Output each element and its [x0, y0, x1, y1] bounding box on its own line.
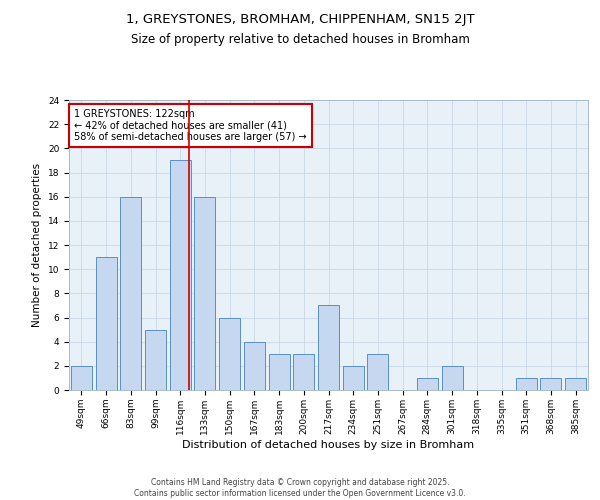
Bar [442, 366, 463, 390]
Bar [367, 354, 388, 390]
Text: Contains HM Land Registry data © Crown copyright and database right 2025.
Contai: Contains HM Land Registry data © Crown c… [134, 478, 466, 498]
Bar [145, 330, 166, 390]
Bar [244, 342, 265, 390]
Bar [269, 354, 290, 390]
Bar [95, 257, 116, 390]
Bar [170, 160, 191, 390]
Bar [71, 366, 92, 390]
Bar [565, 378, 586, 390]
Bar [343, 366, 364, 390]
Bar [293, 354, 314, 390]
Bar [219, 318, 240, 390]
Bar [417, 378, 438, 390]
Bar [318, 306, 339, 390]
Text: 1, GREYSTONES, BROMHAM, CHIPPENHAM, SN15 2JT: 1, GREYSTONES, BROMHAM, CHIPPENHAM, SN15… [125, 12, 475, 26]
Bar [194, 196, 215, 390]
X-axis label: Distribution of detached houses by size in Bromham: Distribution of detached houses by size … [182, 440, 475, 450]
Bar [541, 378, 562, 390]
Y-axis label: Number of detached properties: Number of detached properties [32, 163, 42, 327]
Bar [120, 196, 141, 390]
Text: 1 GREYSTONES: 122sqm
← 42% of detached houses are smaller (41)
58% of semi-detac: 1 GREYSTONES: 122sqm ← 42% of detached h… [74, 108, 307, 142]
Bar [516, 378, 537, 390]
Text: Size of property relative to detached houses in Bromham: Size of property relative to detached ho… [131, 32, 469, 46]
